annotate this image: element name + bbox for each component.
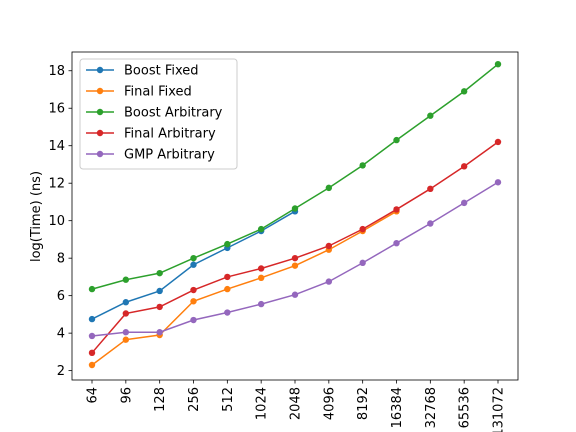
data-point bbox=[359, 225, 366, 233]
data-point bbox=[156, 287, 163, 295]
legend-marker bbox=[96, 66, 104, 74]
data-point bbox=[359, 162, 366, 169]
data-point bbox=[190, 316, 197, 324]
legend-box bbox=[79, 58, 238, 170]
y-axis-title: log(Time) (ns) bbox=[29, 171, 44, 262]
legend-item: GMP Arbitrary bbox=[86, 148, 215, 163]
legend-label: GMP Arbitrary bbox=[124, 148, 215, 163]
legend-label: Final Arbitrary bbox=[124, 127, 216, 142]
x-tick-label: 131072 bbox=[492, 387, 507, 432]
data-point bbox=[156, 303, 163, 311]
data-point bbox=[190, 286, 197, 294]
data-point bbox=[190, 298, 197, 305]
data-point bbox=[359, 259, 366, 267]
data-point bbox=[325, 242, 333, 250]
axes: 2 4 6 8 10 12 14 16 18 64 96 128 256 512 1024 2048 4096 8… bbox=[48, 51, 519, 432]
y-tick-label: 4 bbox=[57, 327, 65, 342]
plot-area bbox=[88, 60, 502, 369]
legend-item: Final Arbitrary bbox=[86, 127, 216, 142]
legend-marker bbox=[96, 150, 104, 158]
data-point bbox=[291, 254, 299, 262]
data-point bbox=[88, 285, 96, 293]
data-point bbox=[88, 361, 96, 369]
y-tick-label: 16 bbox=[48, 102, 65, 117]
x-tick-label: 64 bbox=[86, 387, 101, 404]
data-point bbox=[427, 220, 434, 227]
legend-item: Final Fixed bbox=[86, 85, 192, 100]
x-tick-label: 8192 bbox=[356, 387, 371, 420]
y-tick-label: 18 bbox=[48, 64, 65, 79]
data-point bbox=[122, 329, 130, 336]
data-point bbox=[494, 179, 502, 186]
data-point bbox=[156, 329, 163, 336]
series-line bbox=[91, 210, 397, 366]
data-point bbox=[257, 300, 265, 308]
x-tick-label: 65536 bbox=[458, 387, 473, 428]
data-point bbox=[325, 278, 333, 285]
data-point bbox=[88, 332, 96, 340]
data-point bbox=[427, 112, 434, 119]
data-point bbox=[122, 336, 130, 343]
series-2 bbox=[88, 60, 502, 293]
data-point bbox=[156, 269, 163, 277]
data-point bbox=[257, 274, 265, 282]
data-point bbox=[291, 262, 299, 269]
x-tick-label: 512 bbox=[221, 387, 236, 412]
data-point bbox=[257, 265, 265, 272]
data-point bbox=[190, 261, 197, 268]
data-point bbox=[88, 349, 96, 357]
data-point bbox=[122, 299, 130, 306]
data-point bbox=[393, 239, 400, 247]
x-tick-label: 16384 bbox=[390, 387, 405, 428]
series-4 bbox=[88, 179, 502, 340]
data-point bbox=[190, 254, 197, 262]
legend: Boost Fixed Final Fixed Boost Arbitrary Fin… bbox=[79, 58, 238, 170]
legend-item: Boost Fixed bbox=[86, 64, 199, 79]
data-point bbox=[460, 163, 468, 170]
legend-label: Boost Fixed bbox=[124, 64, 199, 79]
legend-marker bbox=[96, 108, 104, 116]
x-tick-label: 2048 bbox=[289, 387, 304, 420]
data-point bbox=[122, 310, 130, 317]
data-point bbox=[460, 199, 468, 207]
data-point bbox=[494, 138, 502, 146]
series-3 bbox=[88, 138, 502, 357]
data-point bbox=[393, 206, 400, 213]
x-tick-label: 96 bbox=[119, 387, 134, 404]
data-point bbox=[494, 60, 502, 68]
x-tick-label: 1024 bbox=[255, 387, 270, 420]
data-point bbox=[393, 136, 400, 144]
legend-label: Boost Arbitrary bbox=[124, 106, 223, 121]
data-point bbox=[224, 273, 231, 281]
data-point bbox=[224, 240, 231, 248]
x-tick-label: 256 bbox=[187, 387, 202, 412]
data-point bbox=[291, 291, 299, 298]
data-point bbox=[88, 315, 96, 323]
data-point bbox=[257, 225, 265, 233]
legend-marker bbox=[96, 129, 104, 137]
x-tick-label: 32768 bbox=[424, 387, 439, 428]
data-point bbox=[427, 185, 434, 193]
data-point bbox=[122, 276, 130, 283]
y-tick-label: 2 bbox=[57, 364, 65, 379]
x-tick-label: 128 bbox=[153, 387, 168, 412]
x-tick-label: 4096 bbox=[322, 387, 337, 420]
data-point bbox=[224, 309, 231, 316]
y-tick-label: 12 bbox=[48, 177, 65, 192]
legend-marker bbox=[96, 87, 104, 95]
data-point bbox=[224, 285, 231, 293]
y-tick-label: 8 bbox=[57, 252, 65, 267]
legend-label: Final Fixed bbox=[124, 85, 192, 100]
y-tick-label: 14 bbox=[48, 139, 65, 154]
data-point bbox=[291, 205, 299, 212]
y-tick-label: 6 bbox=[57, 289, 65, 304]
data-point bbox=[325, 184, 333, 192]
data-point bbox=[460, 88, 468, 95]
y-tick-label: 10 bbox=[48, 214, 65, 229]
legend-item: Boost Arbitrary bbox=[86, 106, 223, 121]
